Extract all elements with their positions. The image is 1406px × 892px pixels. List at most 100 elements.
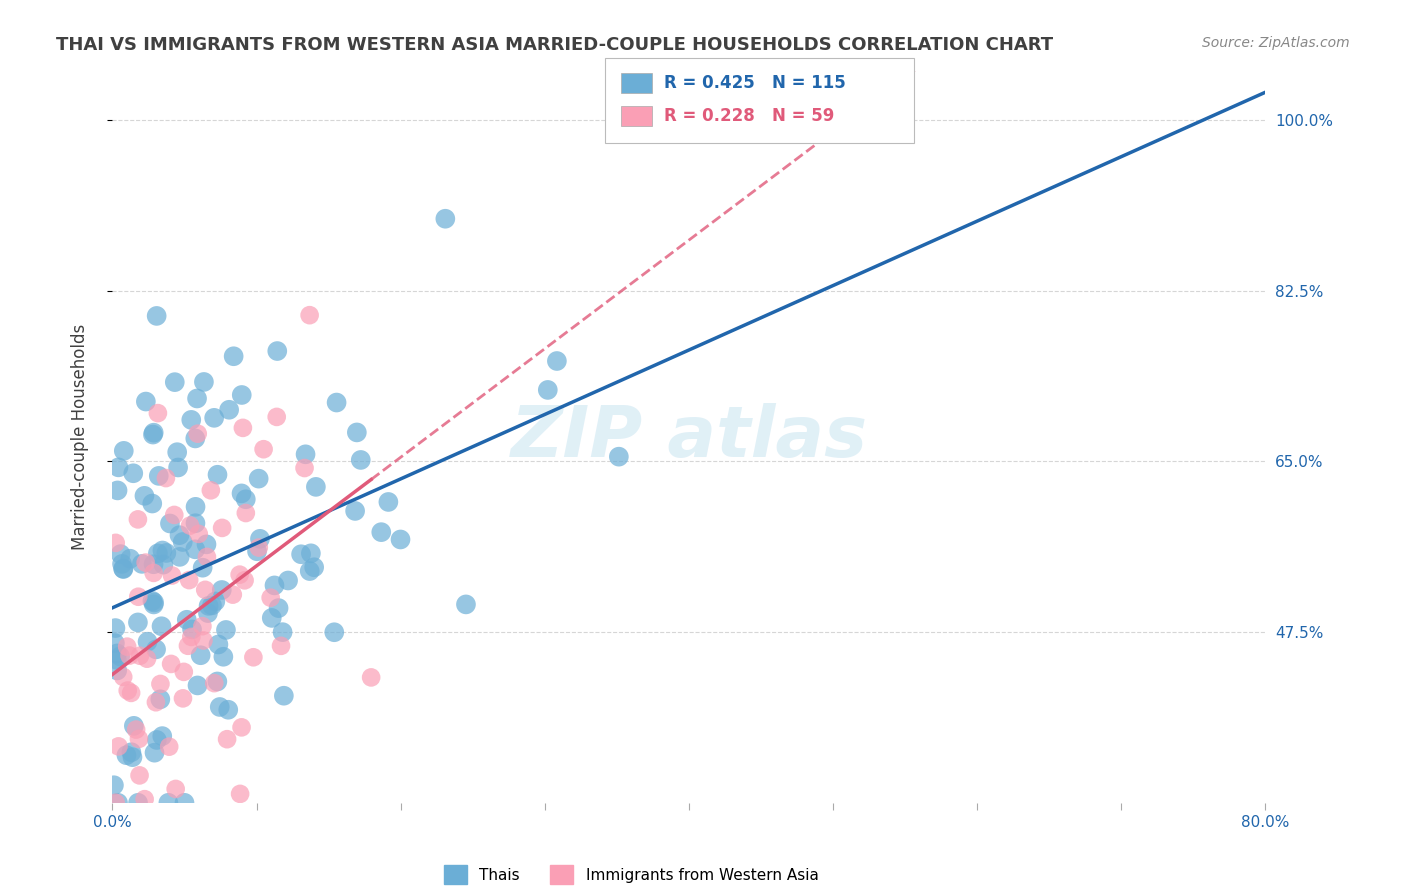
- Point: [104, 621, 127, 635]
- Point: [202, 676, 225, 690]
- Point: [434, 211, 457, 226]
- Point: [103, 778, 125, 792]
- Point: [128, 768, 150, 782]
- Point: [194, 582, 217, 597]
- Point: [142, 427, 165, 442]
- Point: [270, 639, 292, 653]
- Point: [149, 692, 172, 706]
- Point: [222, 349, 245, 363]
- Point: [105, 647, 128, 661]
- Point: [266, 409, 288, 424]
- Point: [235, 492, 257, 507]
- Point: [184, 516, 207, 531]
- Point: [202, 410, 225, 425]
- Point: [179, 573, 201, 587]
- Point: [160, 568, 183, 582]
- Point: [159, 516, 181, 531]
- Point: [117, 683, 139, 698]
- Point: [201, 599, 224, 613]
- Point: [111, 557, 134, 571]
- Point: [135, 556, 157, 570]
- Point: [120, 745, 142, 759]
- Point: [195, 537, 218, 551]
- Point: [273, 689, 295, 703]
- Point: [173, 796, 195, 810]
- Point: [231, 388, 253, 402]
- Y-axis label: Married-couple Households: Married-couple Households: [70, 324, 89, 550]
- Point: [305, 480, 328, 494]
- Point: [142, 425, 165, 440]
- Point: [187, 527, 209, 541]
- Point: [180, 630, 202, 644]
- Point: [142, 598, 165, 612]
- Point: [176, 613, 198, 627]
- Point: [107, 460, 129, 475]
- Point: [193, 633, 215, 648]
- Point: [207, 674, 229, 689]
- Point: [215, 623, 238, 637]
- Point: [152, 543, 174, 558]
- Point: [157, 739, 180, 754]
- Point: [344, 504, 367, 518]
- Point: [104, 636, 127, 650]
- Point: [204, 594, 226, 608]
- Text: R = 0.228   N = 59: R = 0.228 N = 59: [664, 107, 834, 125]
- Point: [177, 639, 200, 653]
- Point: [222, 588, 245, 602]
- Point: [152, 558, 174, 572]
- Point: [231, 720, 253, 734]
- Point: [184, 542, 207, 557]
- Point: [350, 453, 373, 467]
- Point: [246, 544, 269, 558]
- Point: [197, 599, 219, 613]
- Point: [229, 787, 252, 801]
- Point: [537, 383, 560, 397]
- Point: [197, 606, 219, 620]
- Point: [277, 574, 299, 588]
- Point: [136, 634, 159, 648]
- Point: [112, 443, 135, 458]
- Point: [145, 695, 167, 709]
- Point: [207, 638, 229, 652]
- Point: [299, 546, 322, 560]
- Point: [323, 625, 346, 640]
- Point: [157, 796, 180, 810]
- Point: [145, 642, 167, 657]
- Point: [136, 651, 159, 665]
- Point: [107, 483, 129, 498]
- Point: [186, 392, 208, 406]
- Point: [267, 601, 290, 615]
- Text: THAI VS IMMIGRANTS FROM WESTERN ASIA MARRIED-COUPLE HOUSEHOLDS CORRELATION CHART: THAI VS IMMIGRANTS FROM WESTERN ASIA MAR…: [56, 36, 1053, 54]
- Point: [172, 535, 194, 549]
- Point: [163, 375, 186, 389]
- Point: [120, 551, 142, 566]
- Point: [546, 354, 568, 368]
- Point: [370, 525, 392, 540]
- Point: [290, 547, 312, 561]
- Point: [127, 590, 149, 604]
- Point: [184, 432, 207, 446]
- Point: [105, 664, 128, 678]
- Point: [146, 406, 169, 420]
- Point: [184, 500, 207, 514]
- Point: [142, 566, 165, 580]
- Point: [200, 483, 222, 498]
- Point: [169, 528, 191, 542]
- Point: [143, 595, 166, 609]
- Point: [360, 670, 382, 684]
- Point: [232, 421, 254, 435]
- Point: [148, 469, 170, 483]
- Point: [179, 518, 201, 533]
- Point: [131, 557, 153, 571]
- Point: [294, 461, 316, 475]
- Point: [112, 670, 135, 684]
- Text: ZIP atlas: ZIP atlas: [510, 402, 868, 472]
- Point: [266, 344, 288, 359]
- Point: [252, 442, 274, 457]
- Legend: Thais, Immigrants from Western Asia: Thais, Immigrants from Western Asia: [439, 859, 824, 890]
- Point: [298, 308, 321, 322]
- Point: [127, 796, 149, 810]
- Point: [160, 657, 183, 671]
- Point: [247, 472, 270, 486]
- Point: [128, 731, 150, 746]
